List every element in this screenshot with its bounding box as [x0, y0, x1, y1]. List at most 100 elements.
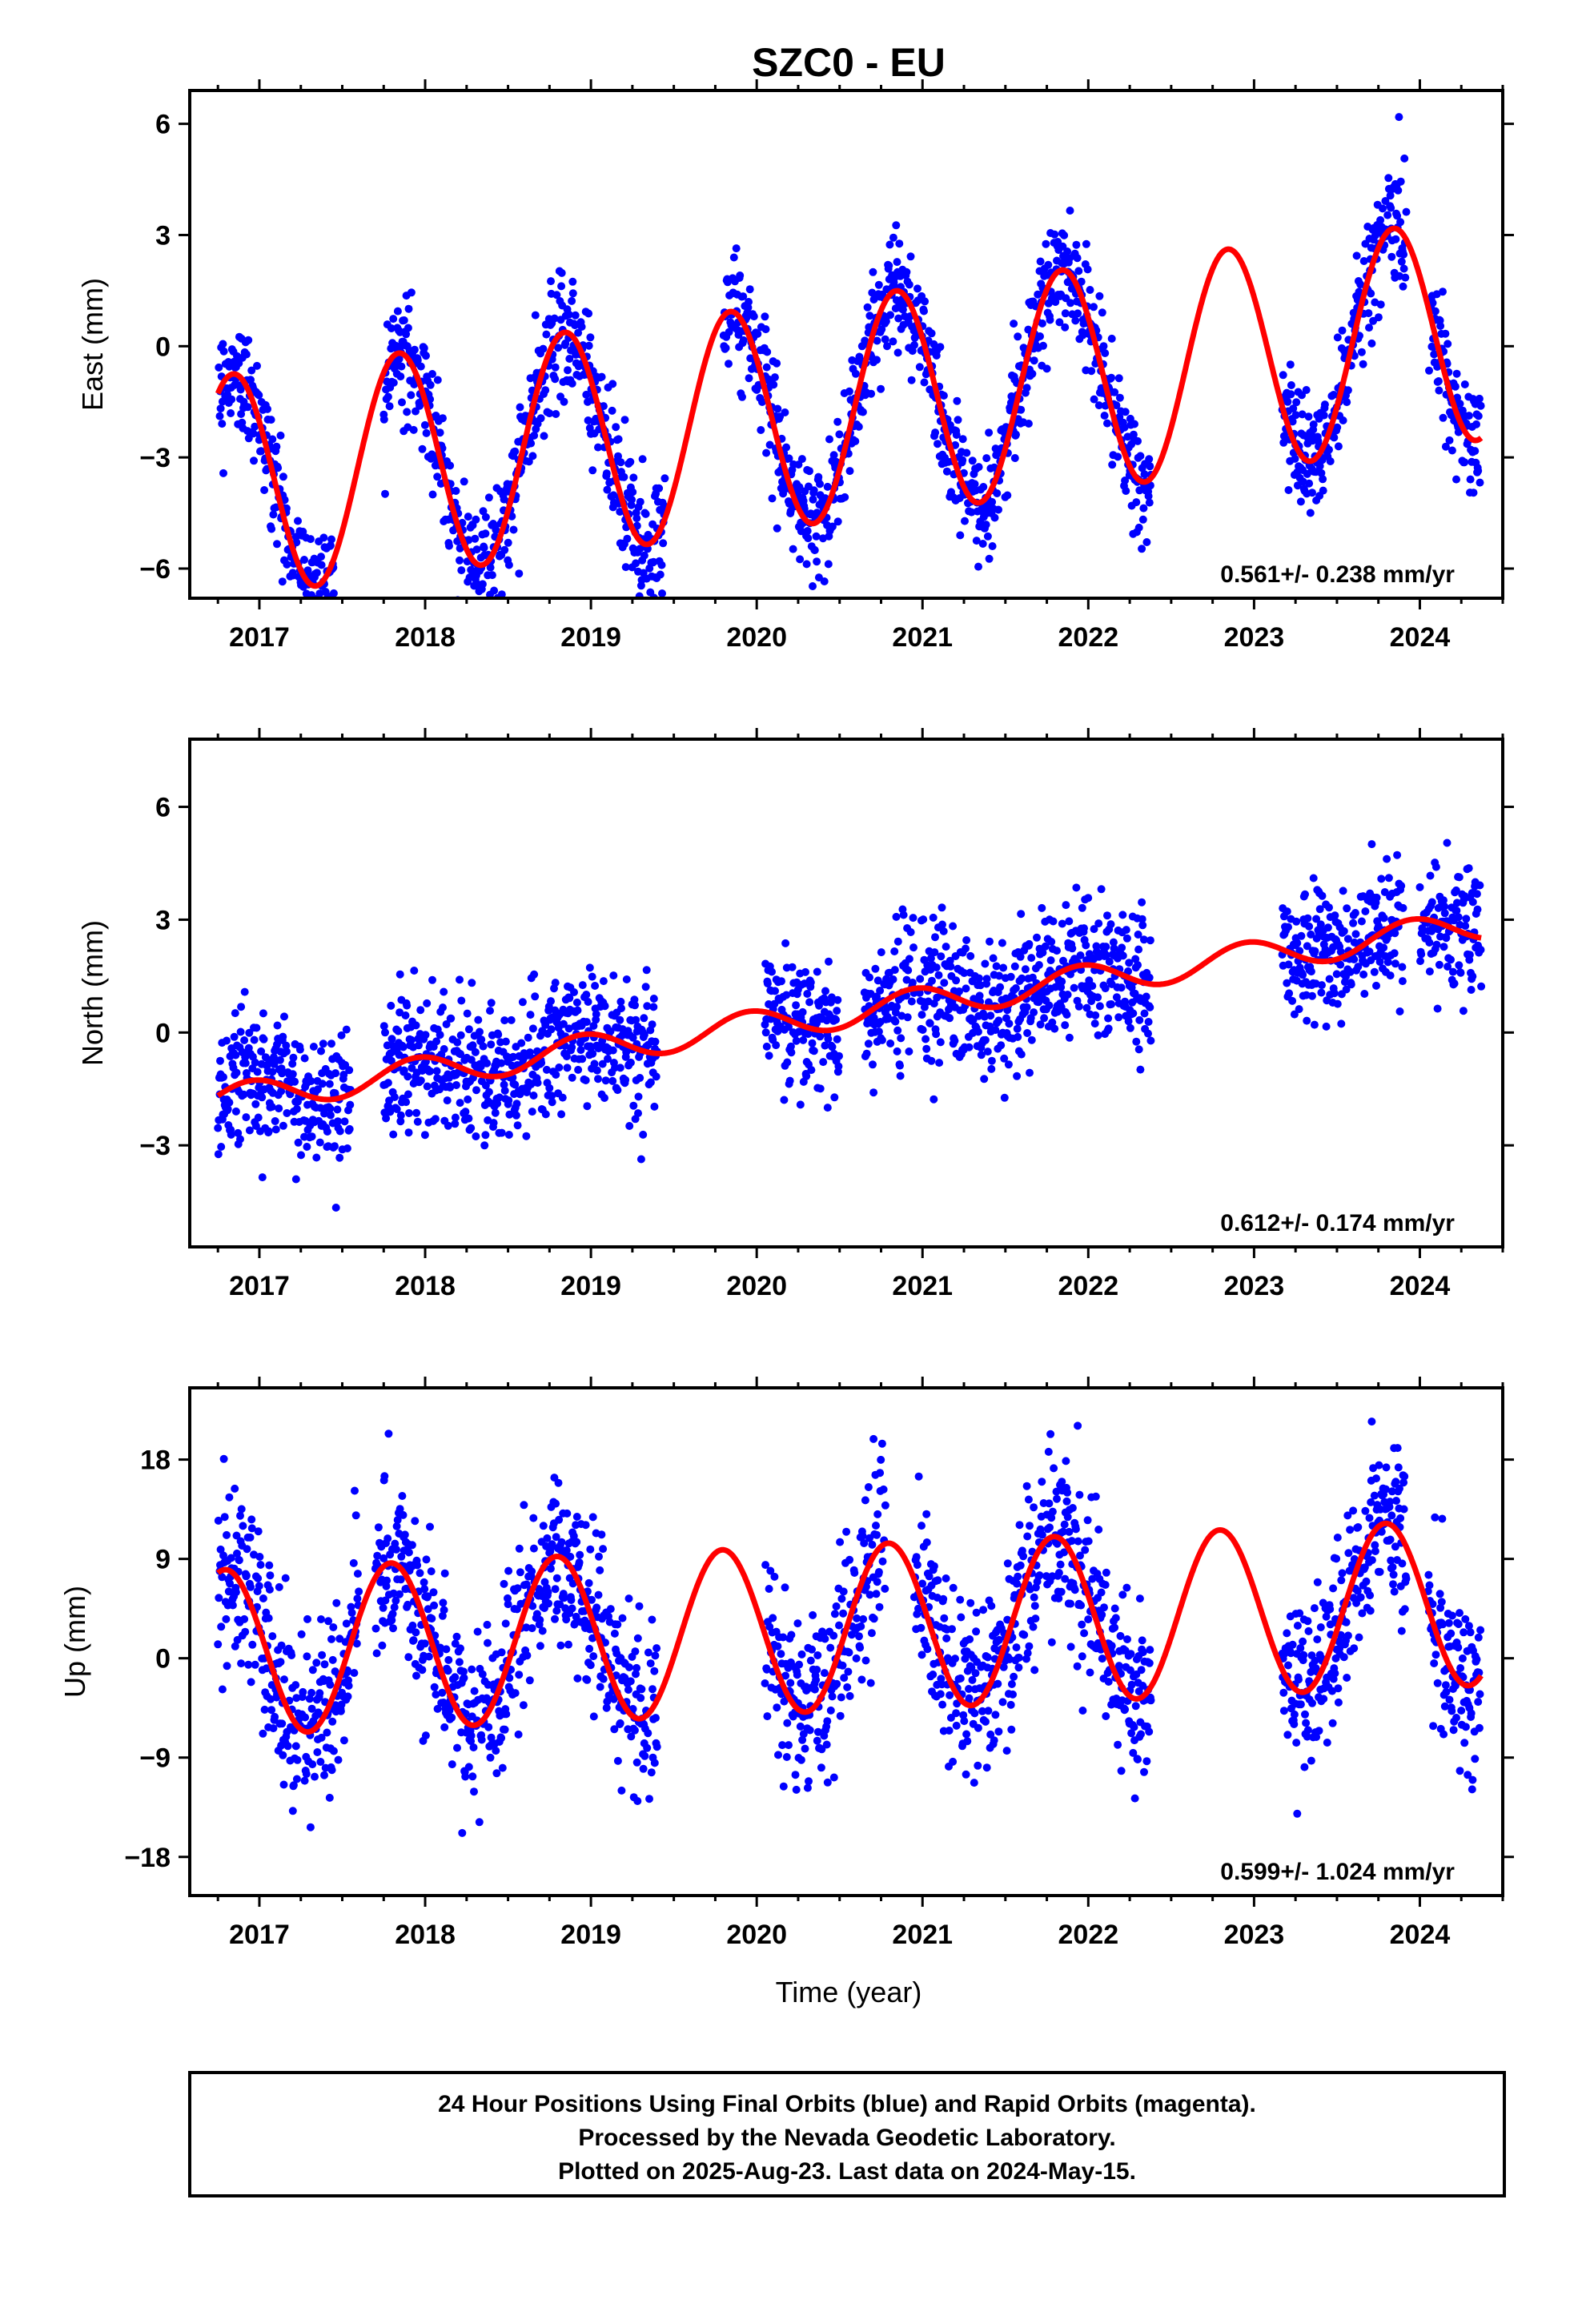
north-data-point	[309, 1043, 318, 1051]
east-data-point	[877, 384, 885, 393]
up-data-point	[325, 1793, 334, 1802]
east-data-point	[920, 307, 928, 316]
east-data-point	[219, 468, 227, 477]
east-data-point	[395, 355, 404, 364]
up-data-point	[873, 1530, 881, 1539]
north-data-point	[570, 988, 578, 996]
up-data-point	[306, 1823, 315, 1831]
north-data-point	[1443, 838, 1452, 847]
north-data-point	[464, 1095, 472, 1104]
up-data-point	[833, 1679, 841, 1688]
north-data-point	[642, 966, 651, 975]
east-data-point	[329, 589, 338, 597]
north-data-point	[862, 1049, 871, 1058]
north-data-point	[585, 963, 594, 972]
north-data-point	[1047, 938, 1056, 946]
north-data-point	[1134, 945, 1143, 954]
north-data-point	[297, 1151, 305, 1160]
east-data-point	[858, 408, 867, 416]
up-data-point	[592, 1603, 601, 1612]
north-data-point	[632, 1015, 640, 1024]
east-data-point	[1135, 486, 1144, 495]
north-data-point	[318, 1080, 327, 1088]
north-data-point	[648, 1020, 656, 1029]
up-data-point	[380, 1472, 389, 1481]
east-data-point	[418, 444, 427, 453]
up-data-point	[599, 1675, 608, 1683]
east-data-point	[739, 336, 748, 344]
north-data-point	[884, 1015, 893, 1023]
north-data-point	[291, 1077, 299, 1086]
north-data-point	[1292, 917, 1301, 926]
north-data-point	[250, 1035, 259, 1044]
north-data-point	[893, 1003, 901, 1011]
north-data-point	[217, 1143, 226, 1151]
east-data-point	[1003, 491, 1012, 500]
east-data-point	[319, 638, 327, 646]
north-data-point	[1476, 881, 1484, 890]
north-data-point	[600, 1094, 608, 1102]
east-data-point	[1114, 374, 1123, 383]
up-data-point	[610, 1629, 619, 1638]
north-data-point	[950, 1036, 959, 1045]
east-data-point	[623, 534, 632, 543]
north-axis-label: North (mm)	[76, 920, 109, 1066]
up-data-point	[383, 1576, 391, 1585]
north-data-point	[890, 947, 899, 955]
north-data-point	[639, 1130, 648, 1139]
north-data-point	[387, 1056, 396, 1065]
up-data-point	[308, 1760, 317, 1769]
up-data-point	[813, 1651, 822, 1659]
up-data-point	[523, 1651, 532, 1660]
east-data-point	[1453, 393, 1462, 402]
up-data-point	[761, 1679, 769, 1687]
east-data-point	[931, 428, 940, 437]
up-data-point	[869, 1434, 878, 1443]
up-data-point	[458, 1828, 467, 1837]
north-data-point	[1124, 1017, 1133, 1026]
up-data-point	[652, 1743, 661, 1751]
north-data-point	[303, 1143, 311, 1151]
east-data-point	[516, 403, 524, 412]
north-data-point	[601, 1076, 610, 1085]
up-data-point	[311, 1772, 319, 1781]
north-data-point	[634, 1109, 642, 1118]
up-data-point	[805, 1777, 813, 1786]
up-data-point	[440, 1569, 449, 1578]
north-data-point	[312, 1153, 321, 1162]
north-data-point	[381, 1028, 389, 1037]
up-data-point	[292, 1775, 301, 1783]
up-data-point	[829, 1773, 838, 1782]
north-data-point	[785, 1076, 794, 1085]
up-data-point	[603, 1697, 612, 1706]
north-data-point	[641, 983, 650, 991]
up-data-point	[589, 1712, 598, 1721]
east-data-point	[883, 342, 891, 351]
east-data-point	[795, 483, 804, 492]
up-data-point	[374, 1523, 383, 1532]
east-data-point	[1139, 504, 1148, 513]
east-data-point	[1439, 413, 1447, 422]
north-data-point	[315, 1138, 324, 1147]
east-data-point	[247, 366, 256, 375]
up-data-point	[505, 1674, 514, 1683]
up-data-point	[572, 1612, 580, 1621]
east-data-point	[1140, 470, 1149, 479]
up-data-point	[572, 1513, 581, 1521]
up-data-point	[469, 1743, 478, 1751]
up-data-point	[392, 1545, 400, 1554]
up-data-point	[644, 1729, 652, 1738]
east-data-point	[588, 466, 597, 475]
east-data-point	[550, 314, 559, 323]
up-data-point	[797, 1650, 806, 1659]
x-tick-label: 2018	[395, 1271, 456, 1301]
up-data-point	[823, 1717, 832, 1726]
north-data-point	[1339, 927, 1348, 935]
north-data-point	[808, 1039, 817, 1047]
up-data-point	[451, 1673, 460, 1682]
north-data-point	[273, 1040, 281, 1049]
north-data-point	[1033, 933, 1041, 942]
north-data-point	[468, 1041, 477, 1050]
up-data-point	[879, 1485, 888, 1494]
up-data-point	[445, 1706, 454, 1715]
